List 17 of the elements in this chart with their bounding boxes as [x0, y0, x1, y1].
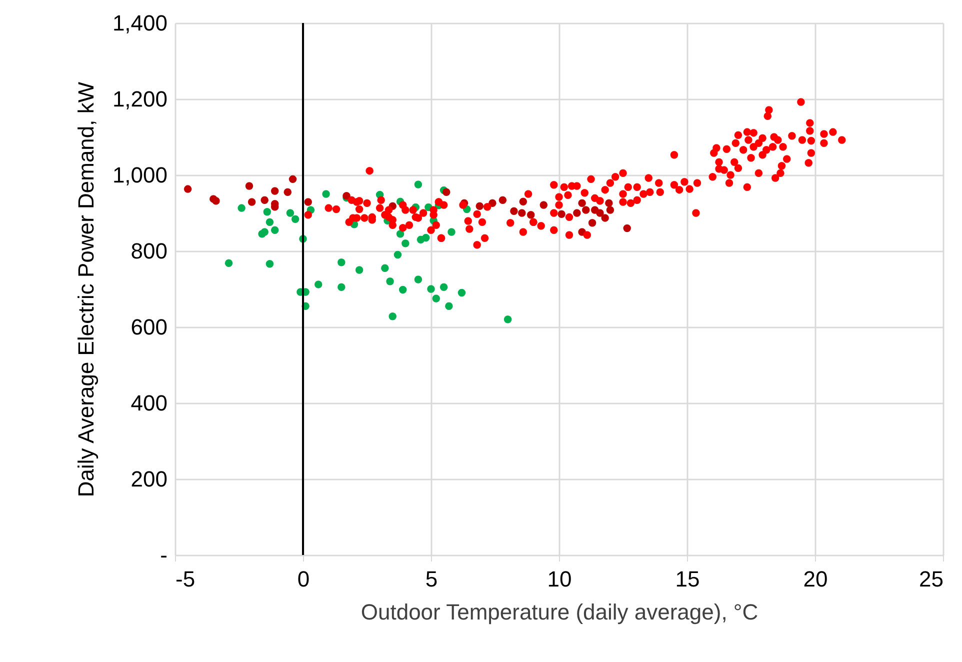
y-tick-label: 600 — [130, 314, 168, 340]
y-tick-label: 400 — [130, 390, 168, 416]
y-tick-label: 800 — [130, 238, 168, 264]
y-axis-title: Daily Average Electric Power Demand, kW — [73, 82, 98, 498]
y-tick-label: 1,000 — [112, 162, 168, 188]
x-tick-label: 15 — [675, 566, 700, 592]
x-tick-label: 5 — [425, 566, 438, 592]
y-tick-label: 1,200 — [112, 86, 168, 112]
x-tick-label: 0 — [297, 566, 310, 592]
x-tick-label: -5 — [176, 566, 196, 592]
x-tick-label: 25 — [919, 566, 944, 592]
y-tick-label: 1,400 — [112, 10, 168, 36]
x-tick-label: 10 — [547, 566, 572, 592]
x-axis-title: Outdoor Temperature (daily average), °C — [360, 600, 758, 624]
x-tick-label: 20 — [803, 566, 828, 592]
y-tick-label: 200 — [130, 466, 168, 492]
y-tick-label: - — [160, 542, 168, 568]
